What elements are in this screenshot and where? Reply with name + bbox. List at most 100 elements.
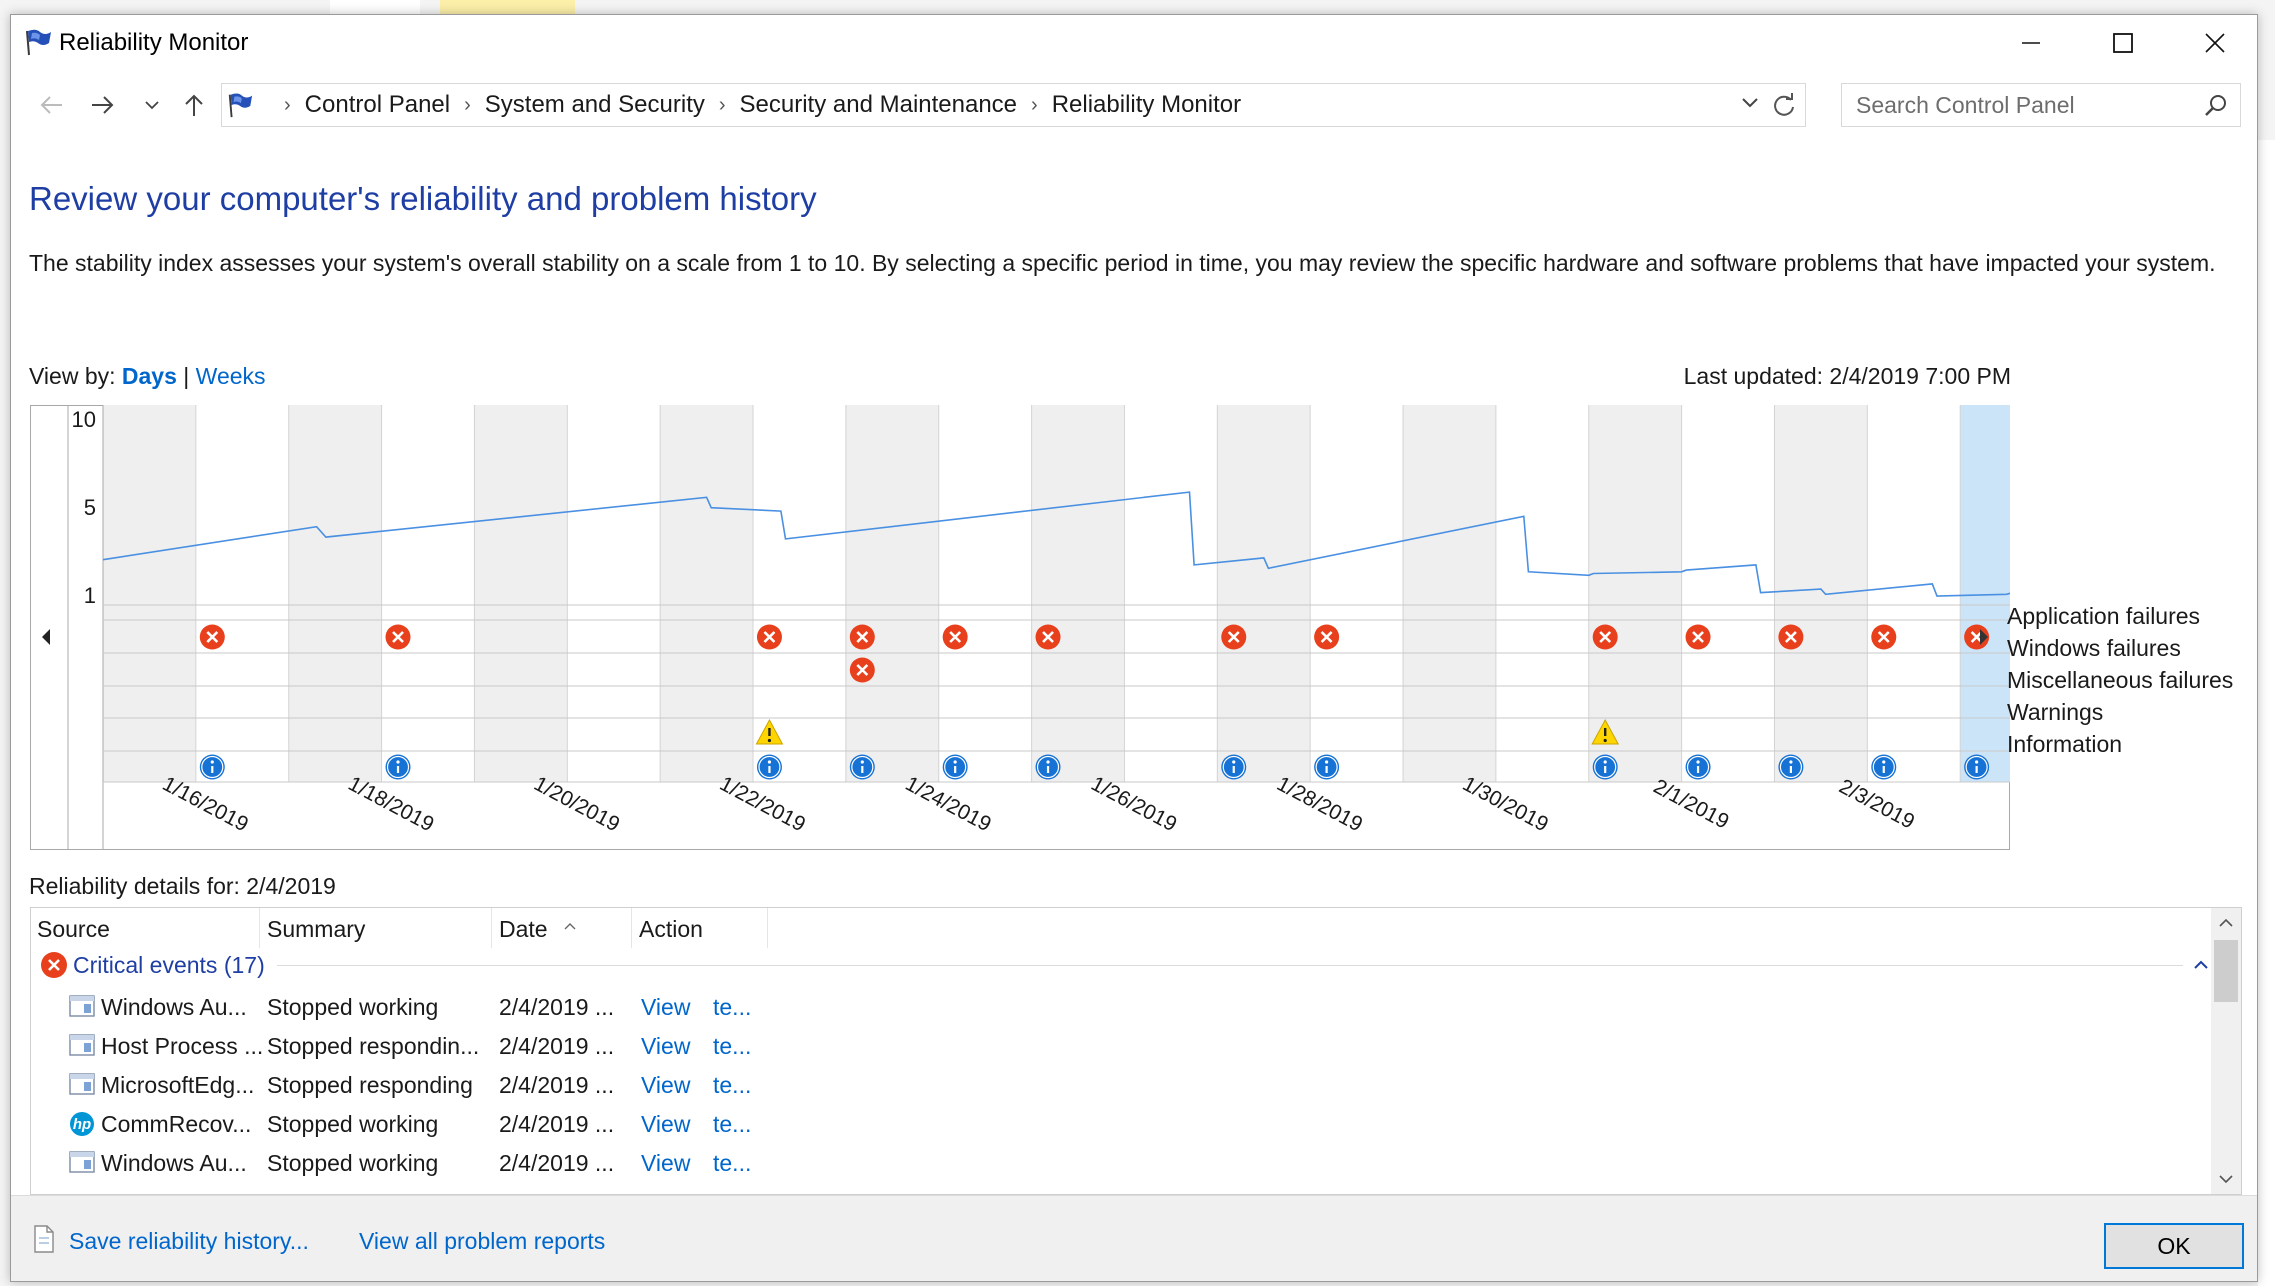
breadcrumb-chevron-icon[interactable]: › bbox=[464, 93, 471, 116]
search-icon[interactable] bbox=[2204, 93, 2228, 123]
view-technical-details-link[interactable]: View bbox=[641, 994, 691, 1020]
column-header-source[interactable]: Source bbox=[37, 916, 110, 942]
breadcrumb-chevron-icon[interactable]: › bbox=[284, 93, 291, 116]
day-column[interactable] bbox=[1774, 405, 1868, 782]
breadcrumb-chevron-icon[interactable]: › bbox=[1031, 93, 1038, 116]
legend-item: Information bbox=[2007, 731, 2123, 757]
view-days-link[interactable]: Days bbox=[121, 363, 177, 389]
breadcrumb-item[interactable]: System and Security bbox=[484, 91, 705, 118]
address-bar[interactable]: › Control Panel › System and Security › Secur… bbox=[221, 83, 1806, 127]
close-button[interactable] bbox=[2169, 15, 2261, 71]
view-technical-details-link[interactable]: te... bbox=[713, 1072, 752, 1098]
column-divider bbox=[259, 908, 260, 948]
back-arrow-icon bbox=[40, 96, 62, 114]
table-row[interactable]: MicrosoftEdg... Stopped responding 2/4/201… bbox=[31, 1066, 2211, 1105]
day-column[interactable] bbox=[1403, 405, 1496, 782]
table-row[interactable]: Host Process ... Stopped respondin... 2/4/… bbox=[31, 1027, 2211, 1066]
day-column[interactable] bbox=[845, 405, 939, 782]
information-icon-ring bbox=[1315, 755, 1338, 779]
day-column[interactable] bbox=[381, 405, 475, 782]
up-button[interactable] bbox=[176, 85, 212, 125]
column-divider bbox=[631, 908, 632, 948]
column-header-action[interactable]: Action bbox=[639, 916, 703, 942]
day-column[interactable] bbox=[1495, 405, 1589, 782]
table-row[interactable]: Windows Au... Stopped working 2/4/2019 ...… bbox=[31, 1144, 2211, 1183]
table-row[interactable]: Windows Au... Stopped working 2/4/2019 ...… bbox=[31, 988, 2211, 1027]
reliability-details-table: Source Summary Date Action Critical even… bbox=[30, 907, 2242, 1195]
breadcrumb-item[interactable]: Reliability Monitor bbox=[1051, 91, 1242, 118]
column-divider bbox=[491, 908, 492, 948]
day-column[interactable] bbox=[660, 405, 754, 782]
day-column[interactable] bbox=[567, 405, 661, 782]
search-input[interactable] bbox=[1854, 90, 2194, 120]
day-column[interactable] bbox=[1124, 405, 1218, 782]
ok-button[interactable]: OK bbox=[2104, 1223, 2244, 1269]
scrollbar-thumb[interactable] bbox=[2214, 940, 2238, 1002]
background-window-fragment bbox=[2258, 140, 2275, 1286]
legend-item: Windows failures bbox=[2007, 635, 2181, 661]
breadcrumb-item[interactable]: Control Panel bbox=[304, 91, 451, 118]
scroll-left-icon[interactable] bbox=[42, 629, 50, 645]
day-column[interactable] bbox=[288, 405, 382, 782]
day-column[interactable] bbox=[1031, 405, 1125, 782]
search-box[interactable] bbox=[1841, 83, 2241, 127]
scroll-down-icon[interactable] bbox=[2211, 1164, 2241, 1194]
day-column[interactable] bbox=[1217, 405, 1311, 782]
address-history-dropdown[interactable] bbox=[1741, 96, 1759, 115]
view-technical-details-link[interactable]: View bbox=[641, 1111, 691, 1137]
day-column[interactable] bbox=[1681, 405, 1775, 782]
refresh-icon bbox=[1774, 93, 1794, 116]
maximize-button[interactable] bbox=[2077, 15, 2169, 71]
view-weeks-link[interactable]: Weeks bbox=[195, 363, 266, 389]
group-divider bbox=[276, 964, 2183, 966]
app-icon bbox=[69, 1150, 95, 1180]
view-technical-details-link[interactable]: te... bbox=[713, 994, 752, 1020]
app-icon bbox=[69, 1033, 95, 1063]
critical-events-label: Critical events (17) bbox=[73, 951, 265, 978]
view-technical-details-link[interactable]: View bbox=[641, 1150, 691, 1176]
day-column[interactable] bbox=[938, 405, 1032, 782]
day-column[interactable] bbox=[1588, 405, 1682, 782]
collapse-group-icon[interactable] bbox=[2193, 959, 2209, 971]
day-column[interactable] bbox=[753, 405, 846, 782]
view-technical-details-link[interactable]: View bbox=[641, 1072, 691, 1098]
column-header-summary[interactable]: Summary bbox=[267, 916, 366, 942]
information-icon-dot bbox=[860, 760, 864, 764]
details-scrollbar[interactable] bbox=[2211, 908, 2241, 1194]
maximize-icon bbox=[2113, 33, 2133, 53]
day-column[interactable] bbox=[195, 405, 289, 782]
footer-bar: Save reliability history... View all pro… bbox=[11, 1195, 2257, 1281]
breadcrumb-item[interactable]: Security and Maintenance bbox=[739, 91, 1018, 118]
error-icon-cross bbox=[1599, 631, 1612, 643]
day-column[interactable] bbox=[103, 405, 196, 782]
view-by-label: View by: bbox=[29, 363, 116, 389]
information-icon-ring bbox=[1222, 755, 1245, 779]
scroll-up-icon[interactable] bbox=[2211, 908, 2241, 938]
back-button[interactable] bbox=[31, 85, 71, 125]
day-column[interactable] bbox=[474, 405, 568, 782]
scroll-right-icon[interactable] bbox=[1980, 629, 1988, 645]
error-icon-cross bbox=[1970, 631, 1983, 643]
y-tick-label: 1 bbox=[84, 583, 96, 608]
table-row[interactable]: hp CommRecov... Stopped working 2/4/2019 ..… bbox=[31, 1105, 2211, 1144]
critical-events-group[interactable]: Critical events (17) bbox=[39, 950, 2209, 980]
view-technical-details-link[interactable]: View bbox=[641, 1033, 691, 1059]
information-icon-ring bbox=[944, 755, 967, 779]
view-all-problem-reports-link[interactable]: View all problem reports bbox=[359, 1228, 606, 1254]
column-header-date[interactable]: Date bbox=[499, 916, 548, 942]
document-icon bbox=[31, 1224, 57, 1259]
view-technical-details-link[interactable]: te... bbox=[713, 1150, 752, 1176]
save-reliability-history-link[interactable]: Save reliability history... bbox=[69, 1228, 309, 1254]
day-column[interactable] bbox=[1867, 405, 1961, 782]
view-technical-details-link[interactable]: te... bbox=[713, 1033, 752, 1059]
breadcrumb-chevron-icon[interactable]: › bbox=[718, 93, 726, 116]
view-technical-details-link[interactable]: te... bbox=[713, 1111, 752, 1137]
day-column[interactable] bbox=[1310, 405, 1404, 782]
minimize-button[interactable] bbox=[1985, 15, 2077, 71]
row-source: CommRecov... bbox=[101, 1111, 252, 1137]
recent-locations-button[interactable] bbox=[139, 85, 165, 125]
forward-button[interactable] bbox=[83, 85, 123, 125]
selected-day-column[interactable] bbox=[1960, 405, 2010, 782]
refresh-button[interactable] bbox=[1771, 92, 1797, 123]
